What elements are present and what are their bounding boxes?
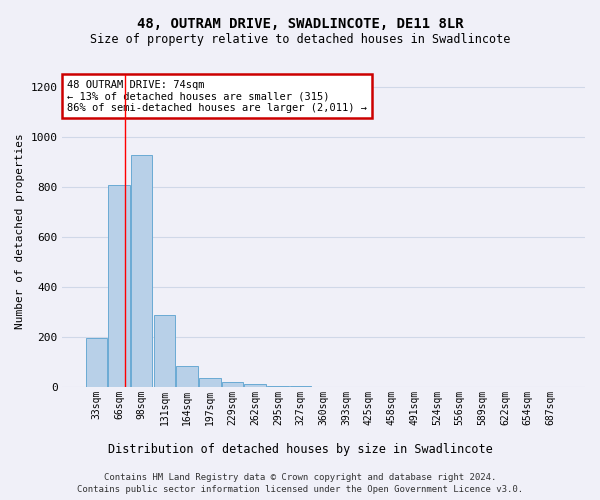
Text: Size of property relative to detached houses in Swadlincote: Size of property relative to detached ho… xyxy=(90,32,510,46)
Bar xyxy=(176,366,198,387)
Y-axis label: Number of detached properties: Number of detached properties xyxy=(15,133,25,329)
Bar xyxy=(131,155,152,387)
Bar xyxy=(244,384,266,387)
Bar xyxy=(222,382,244,387)
Text: Contains public sector information licensed under the Open Government Licence v3: Contains public sector information licen… xyxy=(77,485,523,494)
Bar xyxy=(108,185,130,387)
Bar xyxy=(154,314,175,387)
Text: 48 OUTRAM DRIVE: 74sqm
← 13% of detached houses are smaller (315)
86% of semi-de: 48 OUTRAM DRIVE: 74sqm ← 13% of detached… xyxy=(67,80,367,113)
Text: Contains HM Land Registry data © Crown copyright and database right 2024.: Contains HM Land Registry data © Crown c… xyxy=(104,472,496,482)
Text: Distribution of detached houses by size in Swadlincote: Distribution of detached houses by size … xyxy=(107,442,493,456)
Text: 48, OUTRAM DRIVE, SWADLINCOTE, DE11 8LR: 48, OUTRAM DRIVE, SWADLINCOTE, DE11 8LR xyxy=(137,18,463,32)
Bar xyxy=(199,378,221,387)
Bar xyxy=(267,386,289,387)
Bar xyxy=(86,338,107,387)
